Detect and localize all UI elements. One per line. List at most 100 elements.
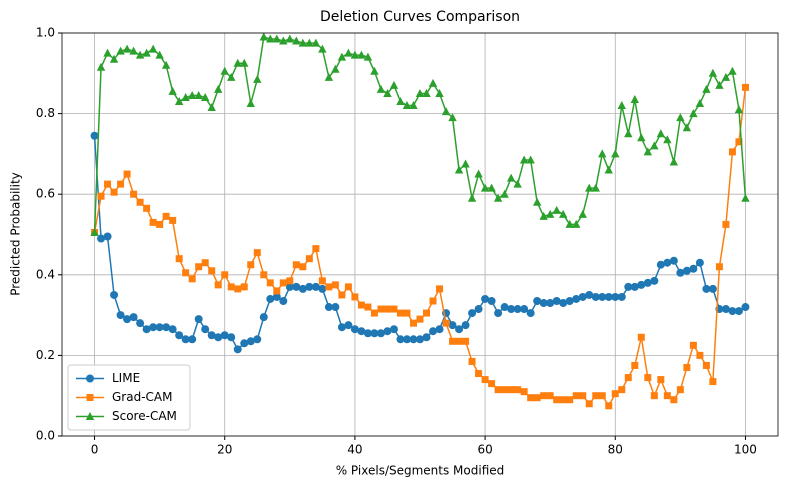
marker	[136, 319, 145, 328]
marker	[130, 190, 138, 198]
marker	[663, 258, 672, 267]
marker	[298, 284, 307, 293]
marker	[533, 394, 541, 402]
marker	[182, 269, 190, 277]
marker	[318, 284, 327, 293]
marker	[506, 173, 516, 182]
marker	[741, 83, 749, 91]
marker	[260, 271, 268, 279]
marker	[364, 303, 372, 311]
marker	[357, 301, 365, 309]
marker	[507, 386, 515, 394]
y-tick-label: 0.8	[36, 106, 55, 120]
marker	[136, 198, 144, 206]
marker	[104, 180, 112, 188]
marker	[480, 183, 490, 192]
marker	[135, 50, 145, 59]
marker	[123, 315, 132, 324]
marker	[559, 209, 568, 218]
marker	[436, 285, 444, 293]
marker	[227, 333, 236, 342]
marker	[552, 205, 561, 214]
marker	[545, 209, 555, 218]
marker	[741, 193, 750, 202]
marker	[728, 307, 737, 316]
marker	[148, 44, 158, 53]
marker	[461, 321, 470, 330]
marker	[566, 396, 574, 404]
marker	[663, 135, 672, 144]
marker	[331, 303, 340, 312]
marker	[409, 319, 417, 327]
marker	[337, 323, 346, 332]
marker	[533, 296, 542, 305]
marker	[97, 234, 106, 243]
marker	[519, 155, 529, 164]
marker	[331, 281, 339, 289]
marker	[708, 284, 717, 293]
marker	[161, 60, 171, 69]
marker	[214, 333, 223, 342]
marker	[162, 323, 171, 332]
marker	[572, 392, 580, 400]
marker	[455, 325, 464, 334]
marker	[657, 376, 665, 384]
marker	[350, 50, 360, 59]
marker	[383, 305, 391, 313]
marker	[423, 309, 431, 317]
marker	[676, 386, 684, 394]
marker	[110, 188, 118, 196]
marker	[540, 392, 548, 400]
marker	[103, 232, 112, 241]
marker	[181, 335, 190, 344]
marker	[553, 396, 561, 404]
legend-box	[67, 364, 191, 431]
legend-label: Score-CAM	[112, 409, 177, 423]
marker	[344, 283, 352, 291]
marker	[383, 327, 392, 336]
marker	[253, 74, 262, 83]
marker	[637, 133, 646, 142]
marker	[630, 94, 639, 103]
marker	[416, 335, 424, 344]
marker	[559, 299, 568, 308]
marker	[559, 396, 567, 404]
marker	[709, 378, 717, 386]
marker	[240, 58, 249, 67]
marker	[501, 386, 509, 394]
marker	[201, 92, 210, 101]
marker	[429, 297, 437, 305]
marker	[285, 34, 295, 43]
marker	[454, 165, 464, 174]
marker	[207, 331, 216, 340]
marker	[318, 44, 327, 53]
marker	[637, 280, 646, 289]
marker	[149, 323, 158, 332]
marker	[363, 329, 372, 338]
marker	[487, 296, 496, 305]
marker	[208, 267, 216, 275]
marker	[527, 394, 535, 402]
marker	[201, 325, 210, 334]
marker	[604, 165, 613, 174]
marker	[311, 38, 321, 47]
plot-frame	[61, 32, 779, 437]
marker	[539, 299, 548, 308]
marker	[214, 84, 223, 93]
marker	[227, 72, 236, 81]
marker	[734, 307, 743, 316]
marker	[605, 402, 613, 410]
marker	[721, 72, 731, 81]
marker	[247, 261, 255, 269]
marker	[455, 337, 463, 345]
marker	[259, 32, 268, 41]
marker	[592, 392, 600, 400]
marker	[214, 281, 222, 289]
marker	[312, 245, 320, 253]
marker	[188, 275, 196, 283]
marker	[669, 157, 679, 166]
marker	[117, 180, 125, 188]
marker	[494, 386, 502, 394]
marker	[253, 249, 261, 257]
marker	[325, 283, 333, 291]
